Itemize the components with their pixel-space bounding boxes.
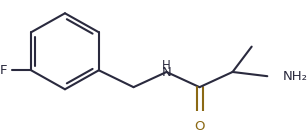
Text: O: O [194, 120, 205, 132]
Text: F: F [0, 64, 7, 77]
Text: N: N [162, 66, 171, 79]
Text: NH₂: NH₂ [283, 70, 307, 83]
Text: H: H [162, 59, 171, 72]
